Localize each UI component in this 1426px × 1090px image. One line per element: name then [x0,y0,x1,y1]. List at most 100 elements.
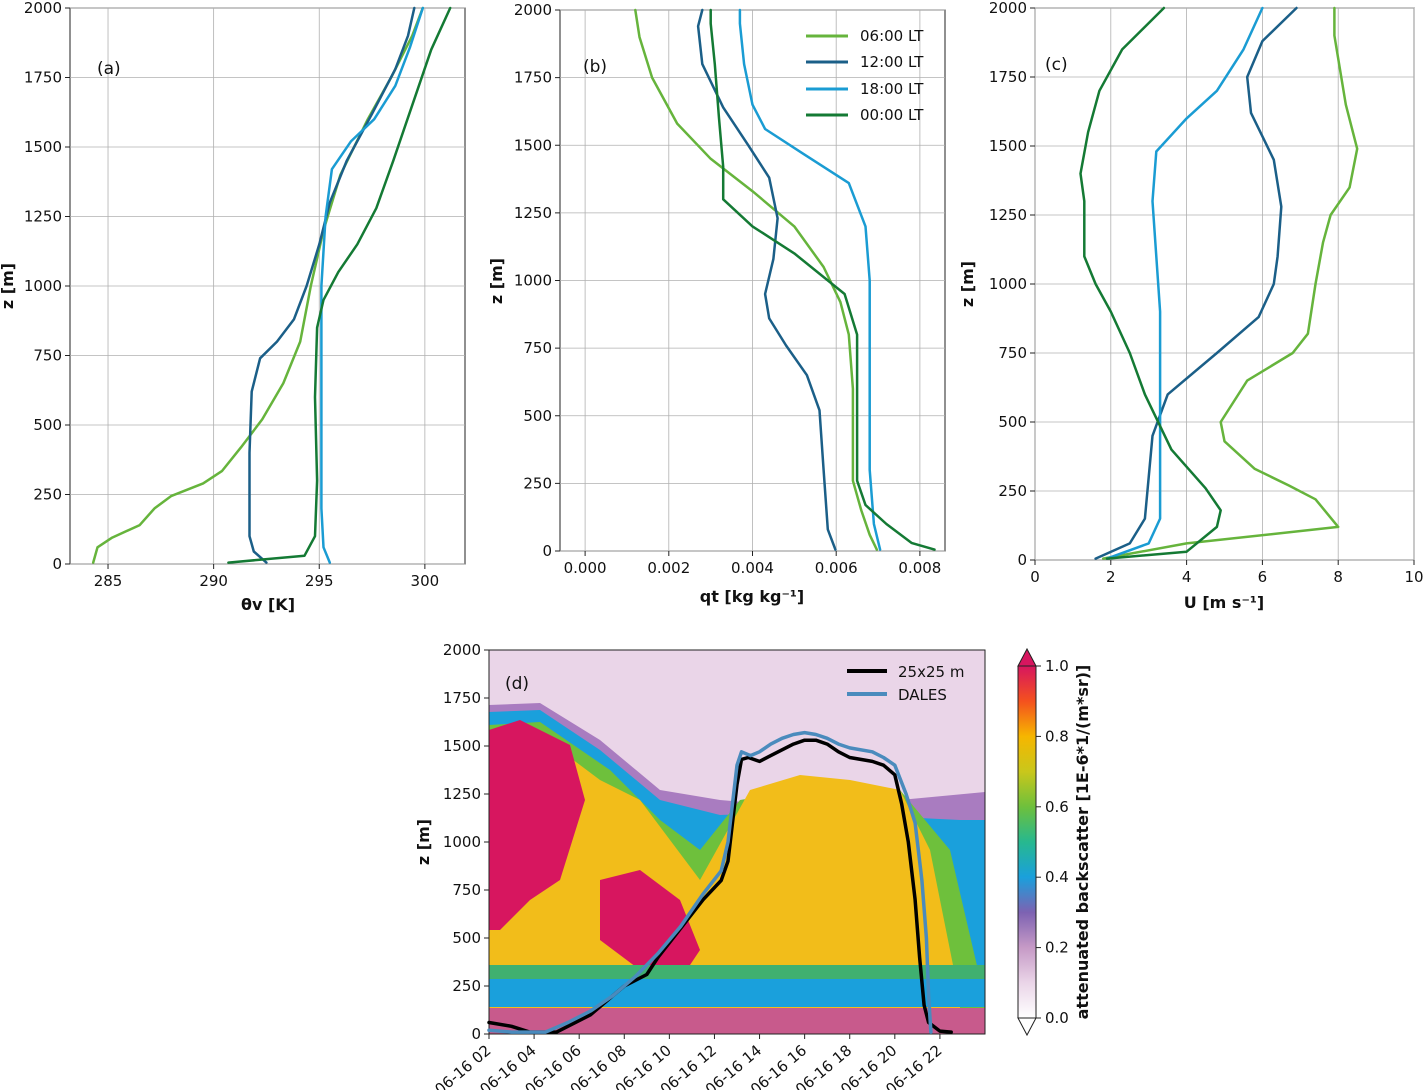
x-ticks: 0.000 0.002 0.004 0.006 0.008 [564,551,941,577]
y-axis-label: z [m] [414,819,433,865]
legend-label-0000: 00:00 LT [860,106,924,124]
y-tick-label: 1250 [989,206,1027,224]
y-tick-label: 500 [452,929,481,947]
y-tick-label: 0 [52,555,62,573]
series-line-18-00-lt [738,8,882,551]
y-tick-label: 1750 [443,689,481,707]
x-tick-label: 295 [305,572,334,590]
x-tick-label: 0 [1030,568,1040,586]
legend-label-0600: 06:00 LT [860,27,924,45]
y-tick-label: 2000 [989,0,1027,17]
x-tick-label: 285 [94,572,123,590]
panel-label: (c) [1045,55,1068,75]
legend-d: 25x25 m DALES [847,663,964,704]
x-tick-label: 4 [1182,568,1192,586]
colorbar-tick-label: 0.4 [1045,868,1069,886]
y-tick-label: 1000 [24,277,62,295]
series-layer [1079,6,1359,560]
series-line-18-00-lt [320,6,425,564]
series-line-06-00-lt [1101,6,1359,560]
series-line-06-00-lt [91,6,425,564]
y-tick-label: 0 [1017,551,1027,569]
series-line-00-00-lt [1079,6,1222,560]
colorbar-gradient [1017,665,1037,1019]
series-line-12-00-lt [248,6,416,564]
y-tick-label: 750 [33,347,62,365]
y-tick-label: 2000 [24,0,62,17]
x-tick-label: 0.008 [898,559,941,577]
y-tick-label: 250 [523,474,552,492]
legend-label-dales: DALES [898,686,947,704]
y-tick-label: 1250 [514,204,552,222]
grid [560,9,945,552]
y-tick-label: 500 [33,416,62,434]
x-tick-label: 290 [199,572,228,590]
x-axis-label: qt [kg kg⁻¹] [700,587,805,606]
y-ticks: 0 250 500 750 1000 1250 1500 1750 2000 [443,641,489,1043]
series-line-12-00-lt [1094,6,1298,560]
x-tick-label: 10 [1404,568,1423,586]
panel-label: (d) [505,674,529,694]
x-tick-label: 6 [1258,568,1268,586]
legend-b: 06:00 LT 12:00 LT 18:00 LT 00:00 LT [806,27,924,124]
series-line-18-00-lt [1105,6,1264,560]
y-tick-label: 1250 [24,208,62,226]
x-tick-label: 0.006 [815,559,858,577]
colorbar: 0.0 0.2 0.4 0.6 0.8 1.0 attenuated backscatte… [1017,647,1092,1037]
colorbar-tick-label: 0.8 [1045,727,1069,745]
y-tick-label: 1000 [443,833,481,851]
y-tick-label: 500 [998,413,1027,431]
y-axis-label: z [m] [487,258,506,304]
x-ticks: 0 2 4 6 8 10 [1030,560,1424,586]
y-tick-label: 0 [542,542,552,560]
panel-c: 0 2 4 6 8 10 0 250 500 750 1000 1250 1500 1750 2000 (… [958,0,1424,612]
x-tick-label: 0.004 [731,559,774,577]
heatmap-band-magenta-2 [600,870,700,980]
y-tick-label: 1500 [989,137,1027,155]
y-tick-label: 0 [471,1025,481,1043]
x-tick-label: 300 [411,572,440,590]
y-tick-label: 250 [452,977,481,995]
colorbar-extend-bottom [1017,1017,1037,1037]
y-tick-label: 1750 [514,69,552,87]
y-tick-label: 750 [523,339,552,357]
series-line-dales [487,730,933,1034]
y-tick-label: 1500 [514,136,552,154]
y-tick-label: 250 [33,486,62,504]
colorbar-tick-label: 0.0 [1045,1009,1069,1027]
colorbar-tick-label: 0.2 [1045,939,1069,957]
colorbar-tick-label: 0.6 [1045,798,1069,816]
colorbar-tick-label: 1.0 [1045,657,1069,675]
series-line-00-00-lt [227,6,452,564]
y-ticks: 0 250 500 750 1000 1250 1500 1750 2000 [24,0,70,573]
legend-label-1800: 18:00 LT [860,80,924,98]
y-tick-label: 1500 [24,138,62,156]
y-tick-label: 750 [452,881,481,899]
series-line-12-00-lt [696,8,837,551]
heatmap-band-magenta [489,720,585,930]
y-axis-label: z [m] [0,263,17,309]
series-line-00-00-lt [709,8,936,551]
x-axis-label: θv [K] [241,595,295,614]
y-tick-label: 1000 [989,275,1027,293]
colorbar-extend-top [1017,647,1037,667]
y-axis-label: z [m] [958,261,977,307]
grid [1034,7,1415,561]
series-layer [634,8,936,551]
legend-label-25x25: 25x25 m [898,663,964,681]
series-layer [487,730,953,1034]
panel-a: 285 290 295 300 0 250 500 750 1000 1250 1500 1750 2… [0,0,466,614]
y-tick-label: 250 [998,482,1027,500]
y-ticks: 0 250 500 750 1000 1250 1500 1750 2000 [514,1,560,560]
x-tick-label: 0.002 [647,559,690,577]
y-ticks: 0 250 500 750 1000 1250 1500 1750 2000 [989,0,1035,569]
y-tick-label: 1000 [514,272,552,290]
x-tick-label: 8 [1333,568,1343,586]
y-tick-label: 500 [523,407,552,425]
colorbar-label: attenuated backscatter [1E-6*1/(m*sr)] [1073,665,1092,1020]
panel-label: (a) [97,59,121,79]
y-tick-label: 750 [998,344,1027,362]
x-axis-label: U [m s⁻¹] [1184,593,1264,612]
